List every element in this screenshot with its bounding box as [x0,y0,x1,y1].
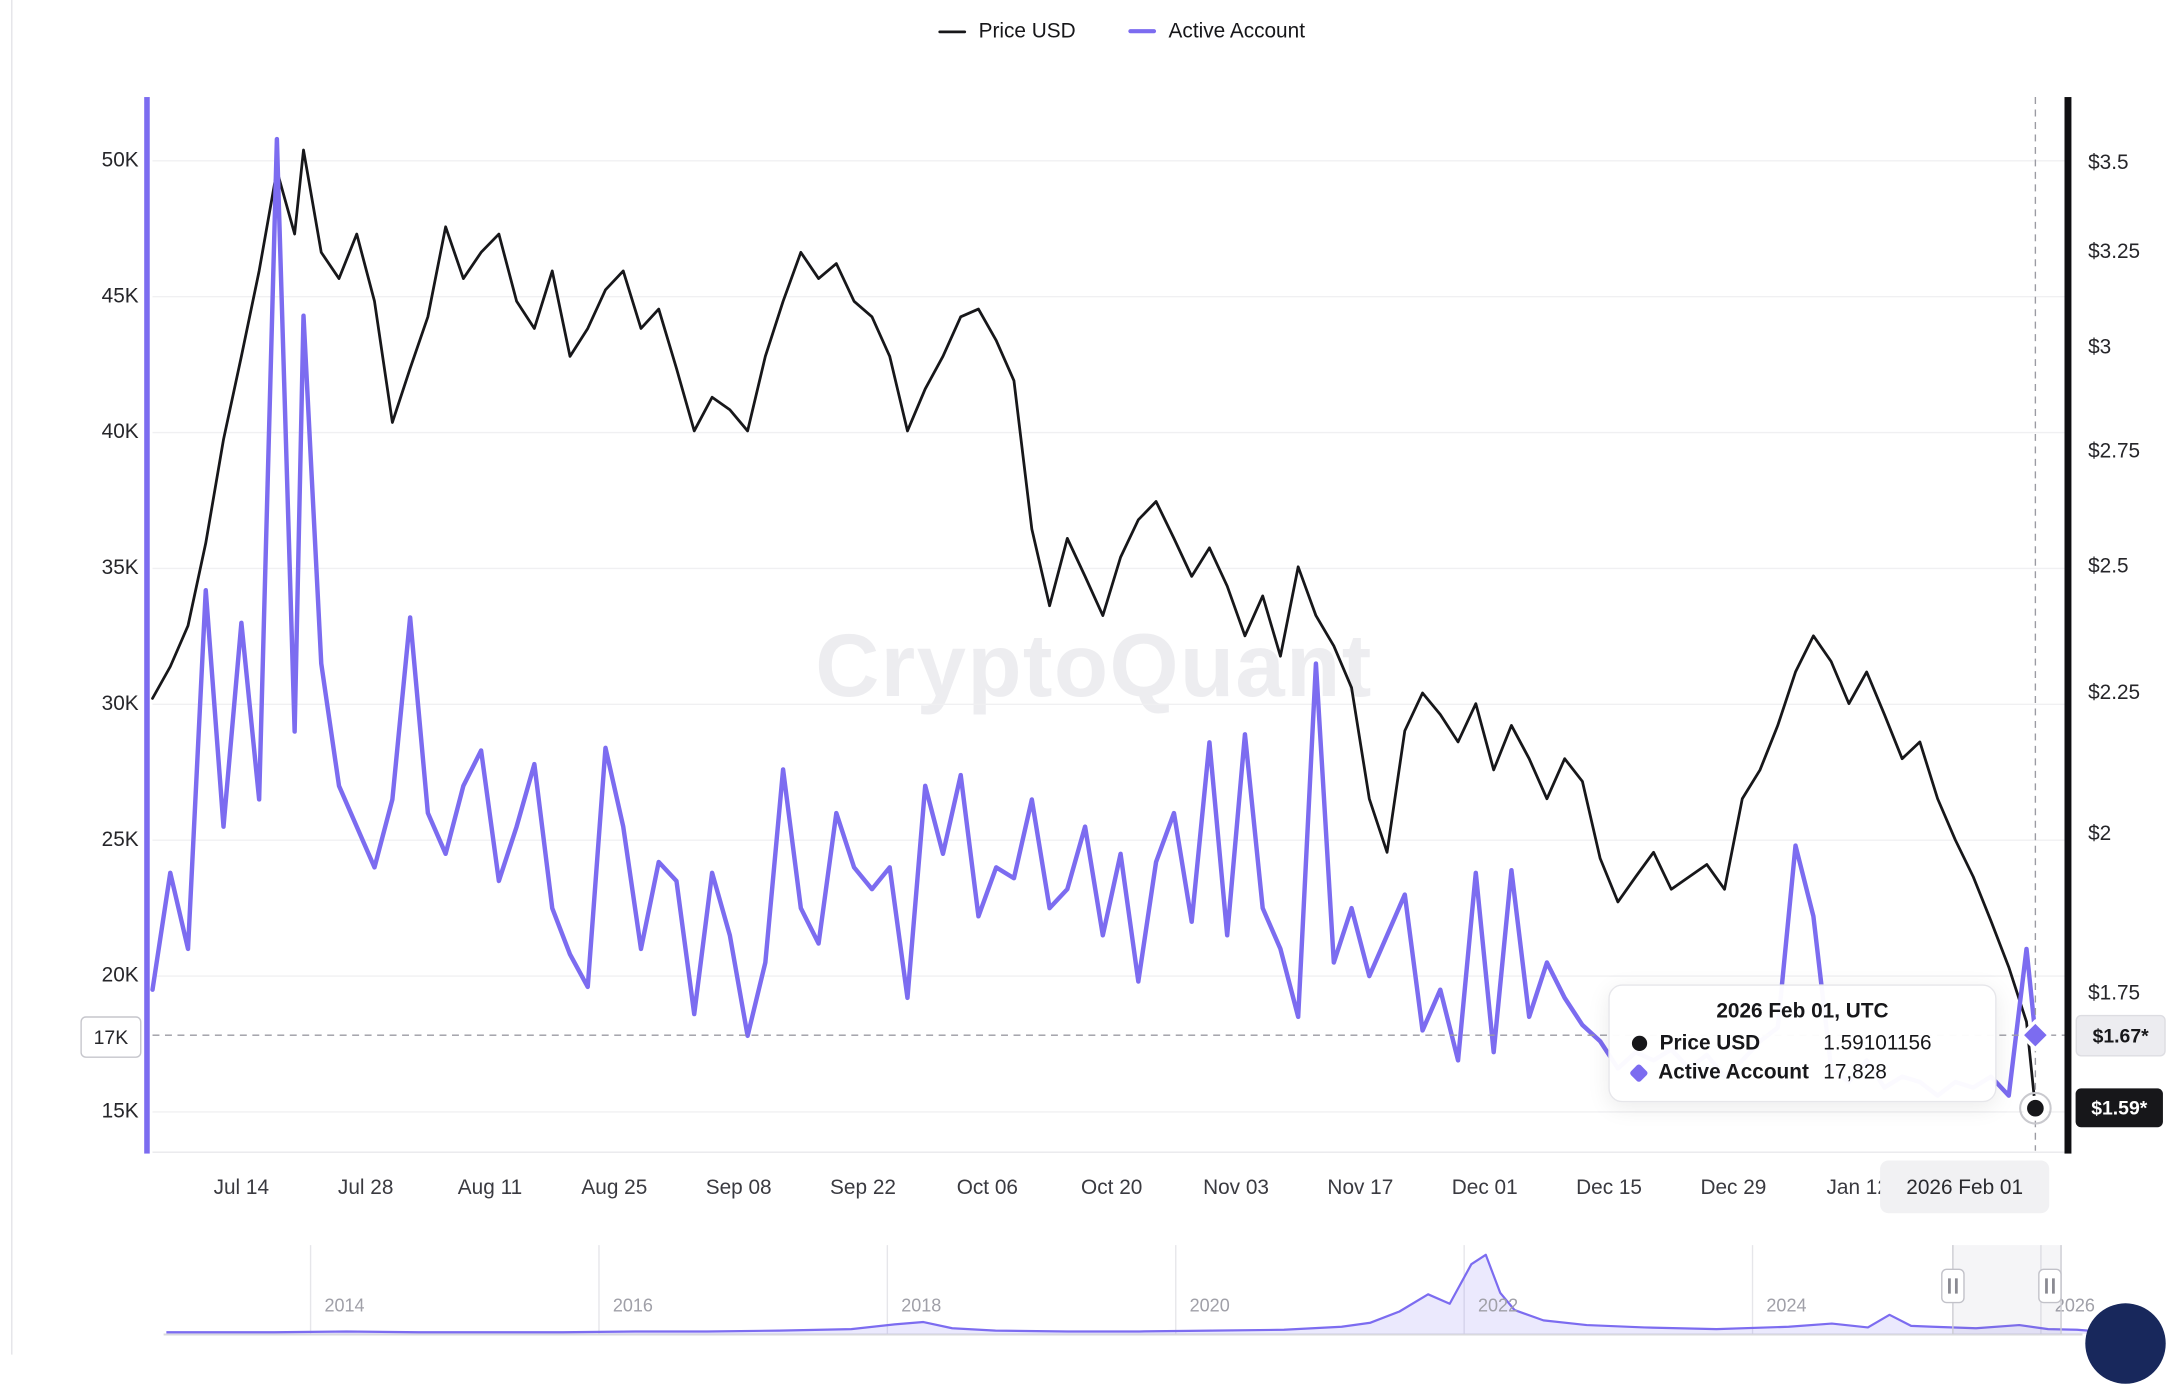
tooltip-utc-suffix: , UTC [1834,999,1889,1024]
price-dot-icon [1631,1035,1648,1051]
cryptoquant-chart-page: Price USD Active Account CryptoQuant 50K… [11,0,2166,1384]
legend-item-price[interactable]: Price USD [938,19,1076,43]
left-axis-tick: 40K [101,420,139,444]
x-axis-tick: Oct 20 [1081,1175,1143,1200]
navigator-year-label: 2026 [2054,1294,2095,1316]
left-axis-tick: 20K [101,963,139,988]
navigator-year-label: 2018 [901,1294,942,1316]
x-axis-tick: Nov 17 [1327,1175,1394,1200]
last-price-badge: $1.59* [2075,1088,2163,1128]
active-line-swatch-icon [1128,28,1157,34]
right-axis-tick: $2.75 [2088,440,2141,464]
legend-active-label: Active Account [1168,19,1305,43]
navigator-year-label: 2014 [324,1294,365,1316]
left-axis-tick: 35K [101,555,139,580]
legend-price-label: Price USD [978,19,1076,43]
crosshair-level-badge: $1.67* [2075,1014,2166,1057]
tooltip-date: 2026 Feb 01 [1716,999,1835,1024]
right-axis-tick: $2.5 [2088,554,2129,578]
right-axis-line [2064,97,2072,1154]
price-line-swatch-icon [938,29,967,33]
navigator-year-label: 2022 [1478,1294,1519,1316]
right-axis-tick: $3.5 [2088,151,2129,175]
tooltip-price-value: 1.59101156 [1823,1031,1932,1056]
x-axis-tick: Oct 06 [956,1175,1018,1200]
price-usd-line [151,148,2037,1110]
chart-legend: Price USD Active Account [938,19,1305,43]
navigator-right-handle[interactable] [2038,1268,2062,1304]
left-axis-tick: 45K [101,284,139,308]
navigator-year-label: 2016 [612,1294,653,1316]
right-axis-tick: $3 [2088,335,2112,360]
x-axis-tick: Dec 29 [1700,1175,1767,1200]
navigator-left-handle[interactable] [1941,1268,1965,1304]
right-axis-tick: $1.75 [2088,981,2141,1006]
panel-left-border [11,0,13,1355]
x-axis-tick: Jul 14 [213,1175,270,1200]
timeline-navigator[interactable]: 2014 2016 2018 2020 2022 2024 2026 [0,1242,2174,1354]
tooltip-price-label: Price USD [1659,1031,1761,1056]
left-axis-tick: 25K [101,827,139,852]
left-axis-tick: 30K [101,691,139,716]
x-axis-tick: Dec 01 [1451,1175,1518,1200]
active-account-current-badge: 17K [80,1016,142,1058]
right-axis-tick: $2.25 [2088,680,2141,705]
active-diamond-icon [1629,1062,1649,1083]
x-axis-tick: Dec 15 [1576,1175,1643,1200]
x-axis-tick: Jan 12 [1826,1175,1889,1200]
left-axis-tick: 15K [101,1099,139,1124]
crosshair-date-box: 2026 Feb 01 [1880,1160,2050,1214]
tooltip-price-row: Price USD 1.59101156 [1631,1031,1973,1056]
left-axis-tick: 50K [101,148,139,172]
right-axis-tick: $3.25 [2088,239,2141,264]
navigator-line [166,1253,2089,1334]
tooltip-title: 2026 Feb 01, UTC [1632,1000,1973,1024]
navigator-year-label: 2024 [1766,1294,1807,1316]
x-axis-tick: Aug 25 [581,1175,648,1200]
price-marker-ring [2019,1091,2052,1125]
chat-widget-button[interactable] [2085,1303,2166,1384]
active-account-marker [2019,1018,2052,1052]
x-axis-tick: Nov 03 [1203,1175,1269,1200]
x-axis-tick: Aug 11 [457,1175,523,1200]
navigator-year-label: 2020 [1189,1294,1230,1316]
price-marker [2022,1095,2048,1121]
x-axis-tick: Sep 22 [830,1175,896,1200]
tooltip-active-row: Active Account 17,828 [1629,1060,1973,1085]
x-axis-tick: Jul 28 [337,1175,394,1200]
tooltip-active-label: Active Account [1658,1060,1809,1085]
right-axis-tick: $2 [2088,821,2112,846]
navigator-area [166,1254,2089,1334]
x-axis-tick: Sep 08 [705,1175,772,1200]
left-axis-line [144,97,150,1154]
chart-tooltip: 2026 Feb 01, UTC Price USD 1.59101156 Ac… [1608,984,1997,1103]
legend-item-active-account[interactable]: Active Account [1128,19,1305,43]
tooltip-active-value: 17,828 [1823,1060,1887,1085]
